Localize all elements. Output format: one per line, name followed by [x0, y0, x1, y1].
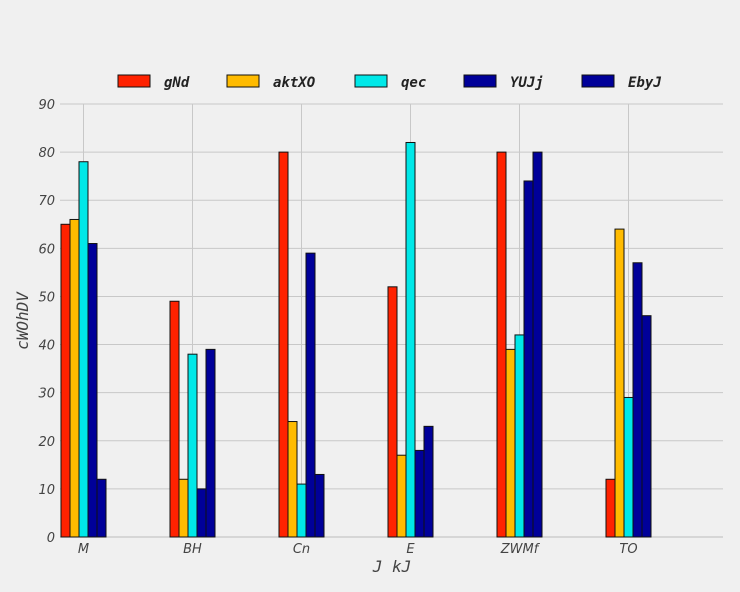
bar [532, 151, 543, 538]
bar [169, 300, 180, 538]
bar [96, 478, 107, 538]
bar [632, 262, 643, 538]
y-tick-label: 40 [38, 339, 55, 354]
x-tick-label: E [406, 542, 415, 557]
legend-swatch [581, 74, 615, 88]
bar [296, 483, 307, 538]
bar [178, 478, 189, 538]
legend-swatch [354, 74, 388, 88]
y-tick-label: 0 [47, 531, 55, 546]
bar [314, 473, 325, 538]
bar [496, 151, 507, 538]
legend-label: gNd [164, 75, 190, 91]
legend-label: qec [401, 75, 426, 91]
bar [78, 161, 89, 538]
bar [387, 286, 398, 538]
legend: gNd aktXO qec YUJj EbyJ [117, 74, 662, 91]
y-tick-label: 90 [38, 98, 55, 113]
legend-label: EbyJ [628, 75, 662, 91]
x-tick-label: M [78, 542, 89, 557]
bar [423, 425, 434, 538]
y-axis-ticks: 0 10 20 30 40 50 60 70 80 90 [38, 98, 55, 546]
bar [641, 315, 652, 538]
x-tick-label: ZWMf [500, 542, 541, 557]
bar [205, 348, 216, 538]
legend-swatch [226, 74, 260, 88]
legend-swatch [463, 74, 497, 88]
legend-swatch [117, 74, 151, 88]
bars [60, 141, 652, 538]
bar [405, 141, 416, 538]
bar [278, 151, 289, 538]
bar [87, 243, 98, 538]
bar [396, 454, 407, 538]
x-axis-ticks: M BH Cn E ZWMf TO [78, 542, 638, 557]
bar [187, 353, 198, 538]
bar [60, 223, 71, 538]
bar [605, 478, 616, 538]
x-tick-label: Cn [293, 542, 310, 557]
y-tick-label: 10 [38, 483, 55, 498]
y-axis-label: cWOhDV [13, 291, 32, 350]
bar [614, 228, 625, 538]
y-tick-label: 70 [38, 194, 55, 209]
bar [623, 396, 634, 538]
legend-label: YUJj [510, 75, 544, 91]
legend-label: aktXO [273, 75, 315, 91]
bar [523, 180, 534, 538]
x-tick-label: BH [183, 542, 202, 557]
y-tick-label: 80 [38, 146, 55, 161]
y-tick-label: 20 [38, 435, 55, 450]
bar [196, 488, 207, 538]
bar [305, 252, 316, 538]
x-tick-label: TO [619, 542, 637, 557]
y-tick-label: 60 [38, 242, 55, 257]
y-tick-label: 50 [38, 290, 55, 305]
bar [287, 421, 298, 538]
bar [414, 449, 425, 538]
bar [514, 334, 525, 538]
bar [505, 348, 516, 538]
bar [69, 218, 80, 538]
y-tick-label: 30 [38, 387, 55, 402]
x-axis-label: J kJ [372, 557, 412, 576]
